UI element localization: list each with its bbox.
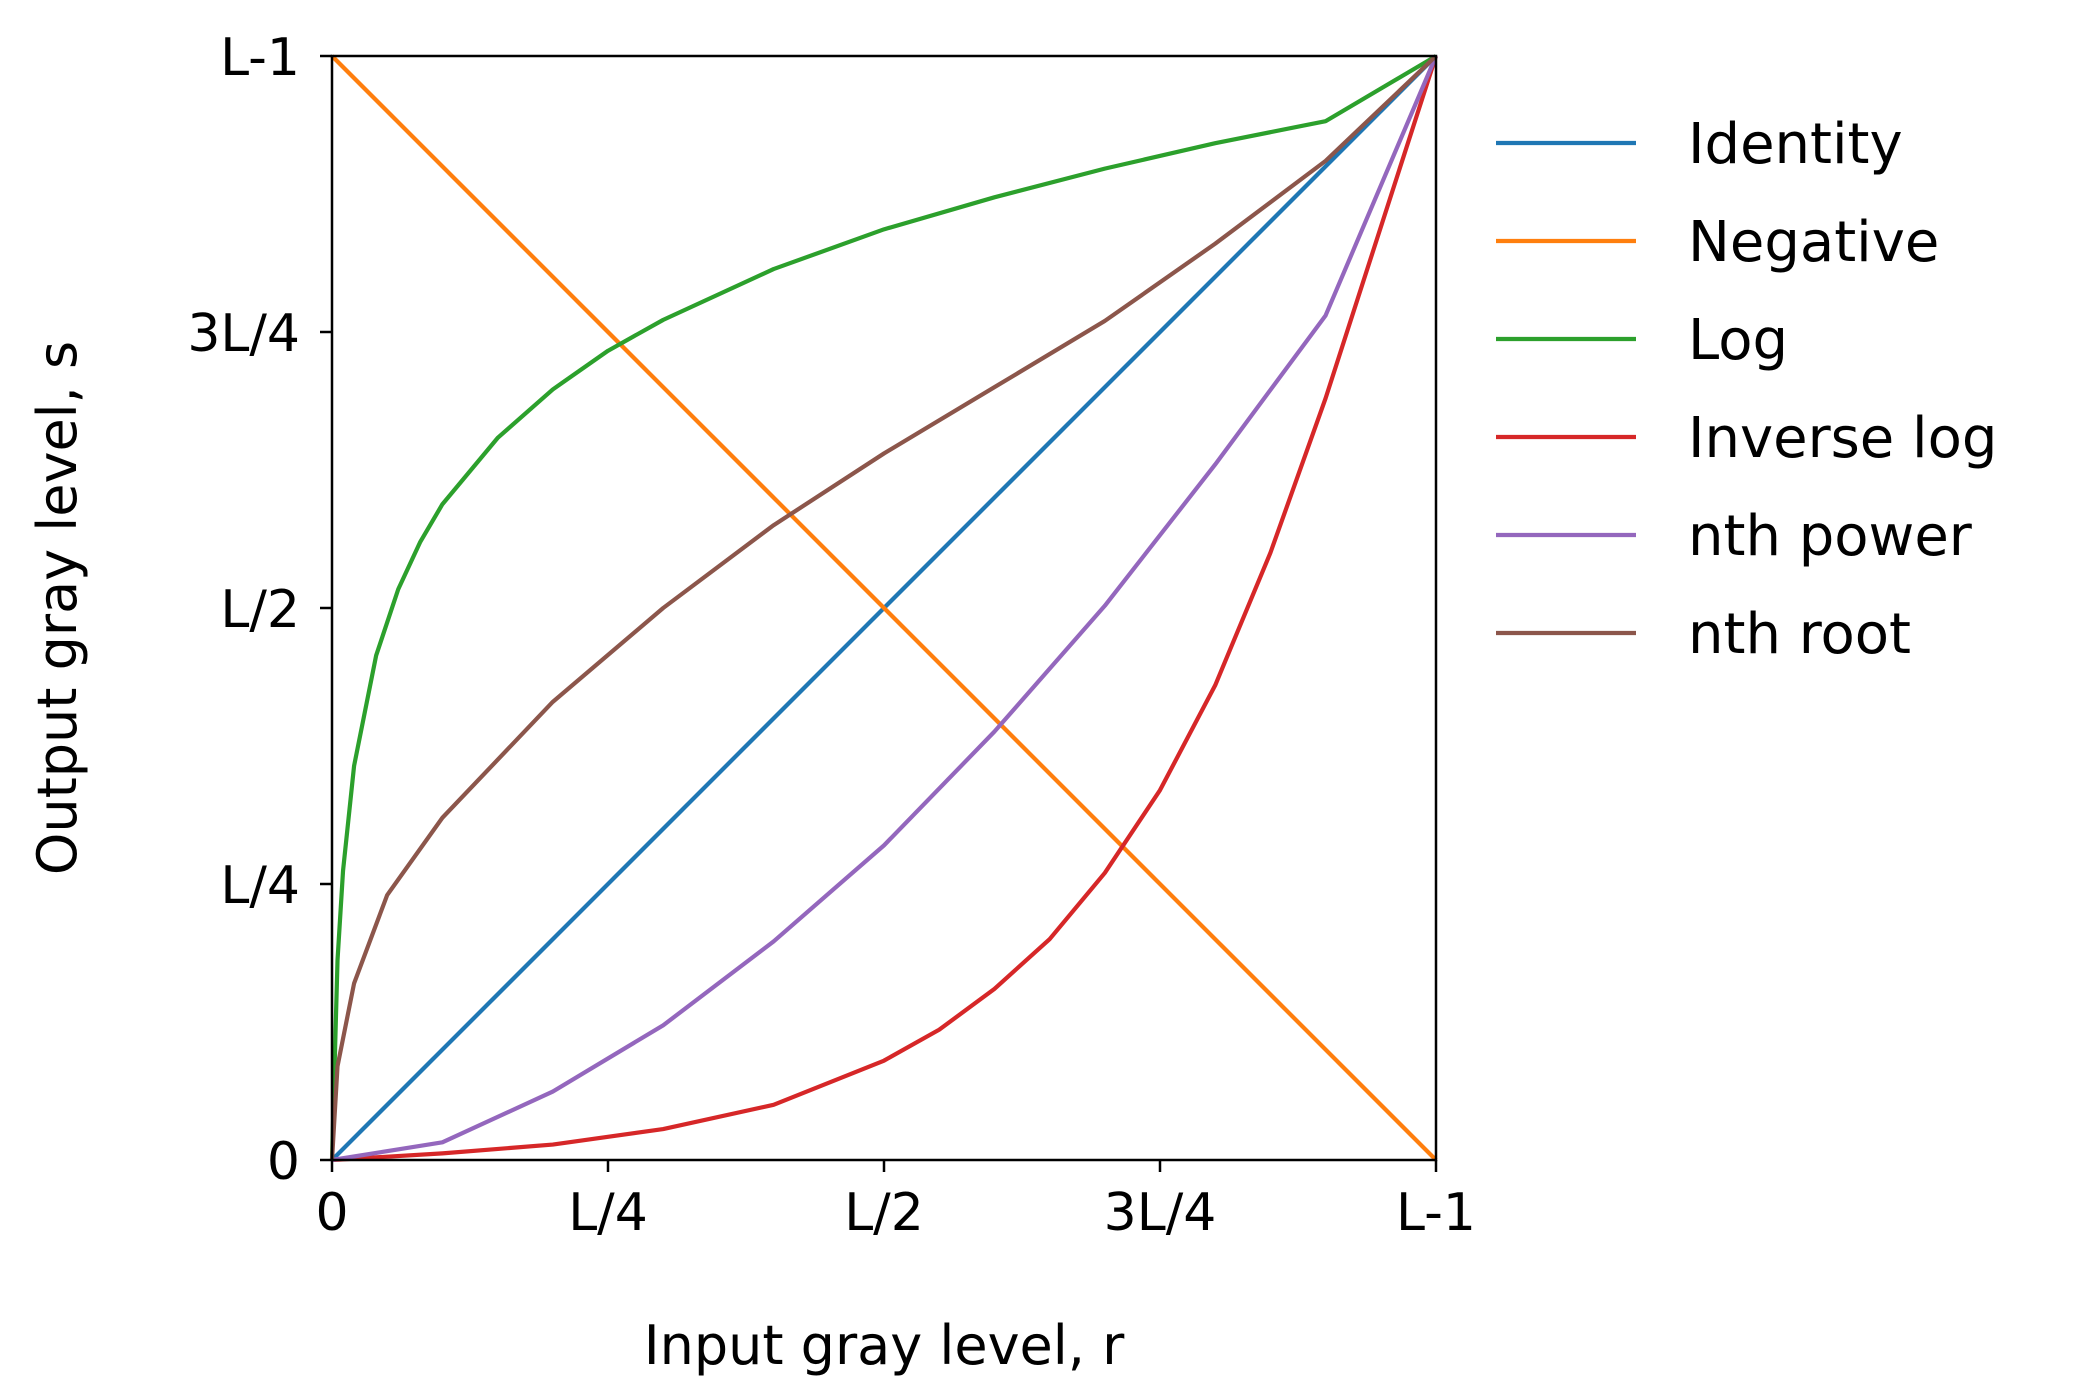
- legend-label-nth-power: nth power: [1688, 504, 1973, 569]
- series-line-log: [329, 54, 1438, 1161]
- legend-label-nth-root: nth root: [1688, 602, 1911, 667]
- y-tick-label: L/2: [220, 580, 300, 640]
- legend-label-log: Log: [1688, 308, 1788, 373]
- y-tick-label: L-1: [220, 28, 300, 88]
- y-tick-label: 3L/4: [187, 304, 300, 364]
- plot-lines: [329, 54, 1438, 1163]
- legend: Identity Negative Log Inverse log nth power n…: [1496, 112, 1997, 667]
- series-line-inverse-log: [331, 55, 1438, 1163]
- legend-label-identity: Identity: [1688, 112, 1903, 177]
- legend-label-negative: Negative: [1688, 210, 1939, 275]
- x-tick-label: L/4: [568, 1183, 648, 1243]
- series-line-nth-power: [331, 55, 1438, 1163]
- x-tick-label: L/2: [844, 1183, 924, 1243]
- x-tick-label: 0: [315, 1183, 348, 1243]
- series-line-nth-root: [329, 54, 1438, 1161]
- x-tick-label: L-1: [1396, 1183, 1476, 1243]
- x-axis-title: Input gray level, r: [644, 1314, 1125, 1377]
- legend-label-inverse-log: Inverse log: [1688, 406, 1997, 471]
- x-tick-label: 3L/4: [1104, 1183, 1217, 1243]
- series-line-negative: [330, 54, 1438, 1162]
- y-axis-title: Output gray level, s: [26, 341, 89, 875]
- y-axis: 0 L/4 L/2 3L/4 L-1: [187, 28, 332, 1192]
- y-tick-label: L/4: [220, 856, 300, 916]
- y-tick-label: 0: [267, 1132, 300, 1192]
- x-axis: 0 L/4 L/2 3L/4 L-1: [315, 1160, 1476, 1243]
